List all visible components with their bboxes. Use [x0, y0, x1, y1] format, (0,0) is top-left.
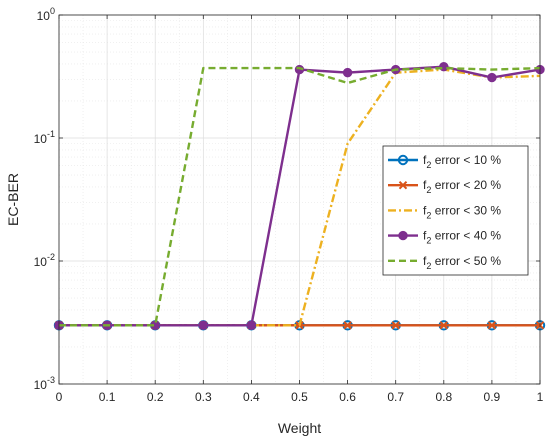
legend-label-rest: error < 20 %	[431, 178, 501, 192]
series-layer	[53, 61, 546, 331]
x-tick-label: 0.6	[339, 390, 356, 404]
x-tick-labels: 0 0.1 0.2 0.3 0.4 0.5 0.6 0.7 0.8 0.9 1	[56, 390, 544, 404]
data-point	[487, 72, 497, 83]
legend-label-main: f	[423, 254, 427, 268]
x-tick-label: 0.4	[243, 390, 260, 404]
y-tick-base: 10	[34, 132, 48, 146]
legend-label-main: f	[423, 153, 427, 167]
legend-label-rest: error < 40 %	[431, 229, 501, 243]
x-tick-label: 0.8	[435, 390, 452, 404]
x-tick-label: 0.5	[291, 390, 308, 404]
legend-label-rest: error < 30 %	[431, 203, 501, 217]
legend: f2 error < 10 %f2 error < 20 %f2 error <…	[382, 145, 529, 276]
x-tick-label: 0.7	[387, 390, 404, 404]
x-axis-label: Weight	[278, 420, 321, 436]
legend-label-sub: 2	[426, 236, 431, 246]
legend-label-main: f	[423, 178, 427, 192]
data-point	[246, 320, 257, 331]
legend-marker	[398, 180, 408, 190]
y-tick-exponent: -1	[47, 129, 55, 139]
legend-marker	[398, 230, 408, 241]
y-tick-exponent: -2	[47, 252, 55, 262]
legend-label-main: f	[423, 203, 427, 217]
y-axis-label: EC-BER	[5, 173, 21, 226]
legend-label-rest: error < 50 %	[431, 254, 501, 268]
legend-label: f2 error < 50 %	[423, 254, 501, 271]
data-point	[439, 321, 449, 330]
y-tick-label: 100	[37, 6, 55, 23]
data-point	[439, 61, 449, 72]
legend-marker	[397, 154, 409, 166]
legend-label-main: f	[423, 229, 427, 243]
data-point	[198, 320, 209, 331]
axis-ticks	[58, 14, 541, 385]
legend-label-sub: 2	[426, 185, 431, 195]
legend-entry: f2 error < 40 %	[388, 229, 501, 246]
x-tick-label: 0	[56, 390, 63, 404]
legend-label: f2 error < 30 %	[423, 203, 501, 220]
y-tick-label: 10-3	[34, 375, 55, 392]
legend-label-sub: 2	[426, 261, 431, 271]
series-line	[59, 66, 541, 327]
x-tick-label: 0.3	[195, 390, 212, 404]
x-tick-label: 0.9	[484, 390, 501, 404]
x-tick-label: 1	[537, 390, 544, 404]
y-tick-label: 10-2	[34, 252, 55, 269]
y-tick-exponent: -3	[47, 375, 55, 385]
series-5	[59, 66, 541, 327]
data-point	[391, 321, 400, 330]
y-tick-base: 10	[34, 378, 48, 392]
legend-entry: f2 error < 50 %	[388, 254, 501, 271]
data-point	[342, 67, 353, 78]
y-tick-base: 10	[37, 9, 51, 23]
legend-entry: f2 error < 30 %	[388, 203, 501, 220]
legend-label: f2 error < 10 %	[423, 153, 501, 170]
data-point	[343, 321, 352, 330]
legend-label-sub: 2	[426, 210, 431, 220]
legend-entry: f2 error < 10 %	[388, 153, 501, 170]
legend-label-rest: error < 10 %	[431, 153, 501, 167]
legend-label: f2 error < 20 %	[423, 178, 501, 195]
legend-entry: f2 error < 20 %	[388, 178, 501, 195]
legend-label: f2 error < 40 %	[423, 229, 501, 246]
y-tick-label: 10-1	[34, 129, 55, 146]
y-tick-base: 10	[34, 255, 48, 269]
data-point	[487, 321, 497, 330]
y-tick-exponent: 0	[50, 6, 55, 16]
x-tick-label: 0.2	[147, 390, 164, 404]
x-tick-label: 0.1	[99, 390, 116, 404]
legend-label-sub: 2	[426, 160, 431, 170]
